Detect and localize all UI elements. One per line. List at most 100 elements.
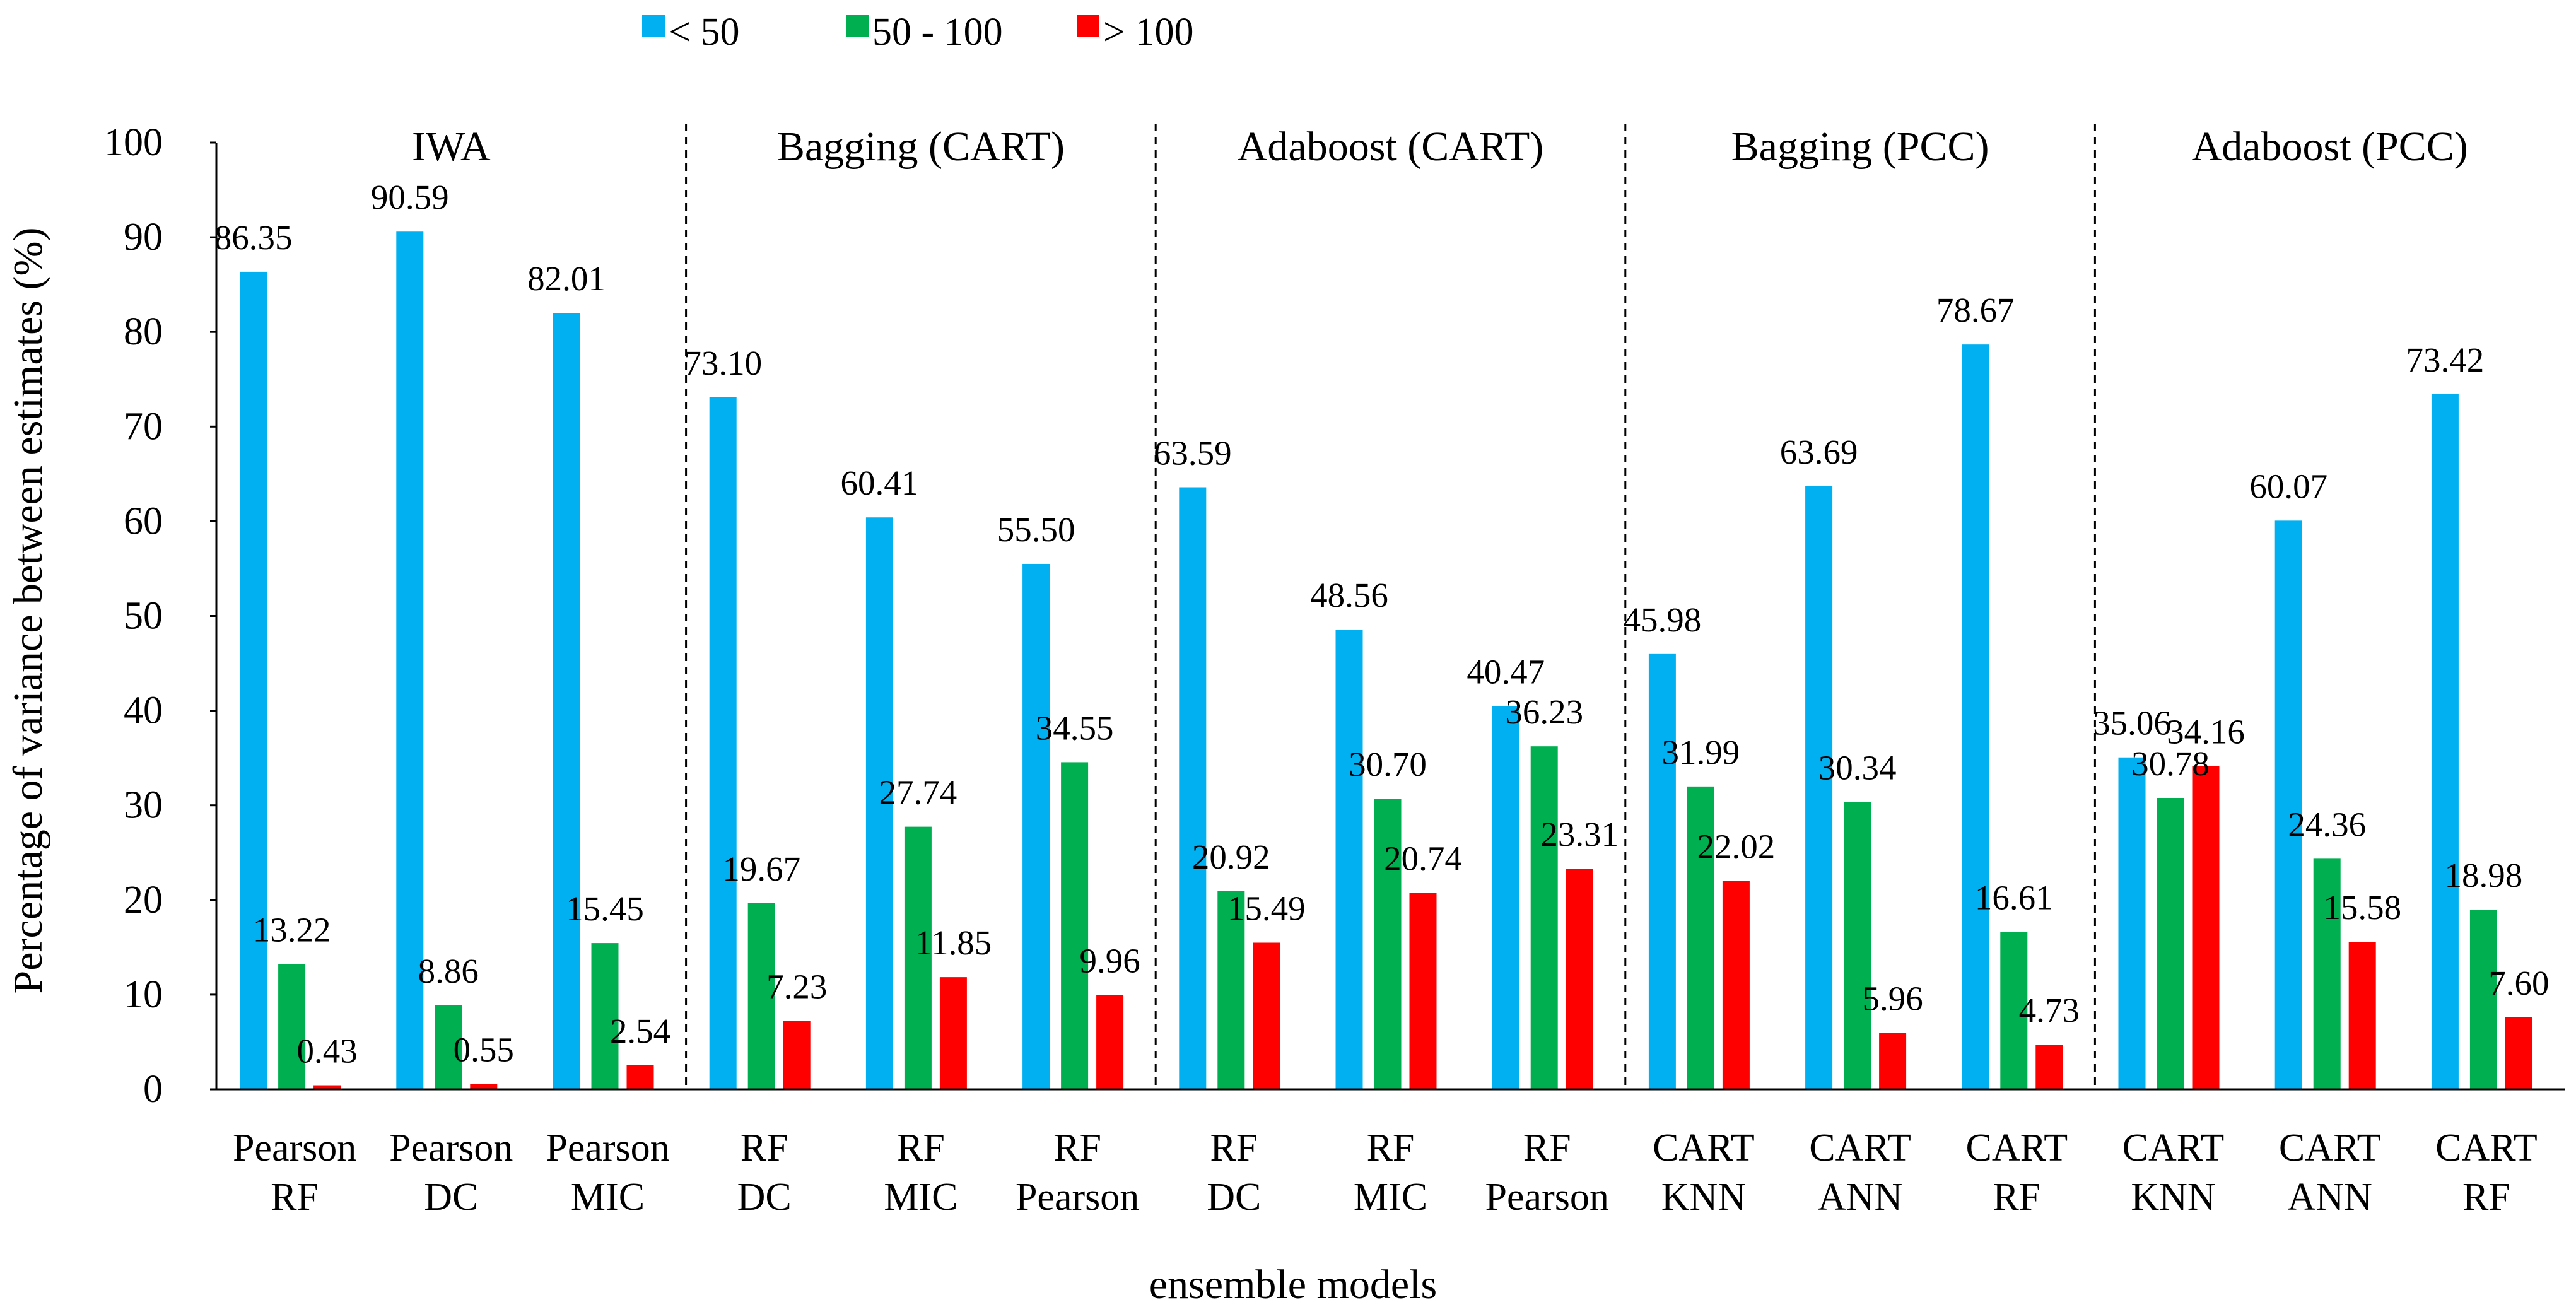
bar-3-6 xyxy=(1096,995,1124,1089)
bar-2-9 xyxy=(1530,746,1558,1089)
x-tick-label-5-2: MIC xyxy=(884,1176,957,1219)
x-tick-label-15-2: RF xyxy=(2462,1176,2510,1219)
x-tick-label-6-2: Pearson xyxy=(1016,1176,1139,1219)
x-tick-label-2-2: DC xyxy=(424,1176,478,1219)
legend-label-2: 50 - 100 xyxy=(872,11,1003,54)
bar-1-10 xyxy=(1648,653,1676,1089)
value-label-1-5: 60.41 xyxy=(841,464,919,502)
y-axis-title: Percentage of variance between estimates… xyxy=(5,228,51,994)
value-label-3-5: 11.85 xyxy=(915,923,992,962)
bar-2-5 xyxy=(904,826,932,1089)
value-label-3-1: 0.43 xyxy=(296,1032,357,1070)
value-label-1-9: 40.47 xyxy=(1467,653,1545,691)
bar-3-4 xyxy=(783,1021,811,1089)
value-labels: 86.35 13.22 0.43 90.59 8.86 0.55 82.01 15.45 2.5… xyxy=(214,178,2550,1070)
y-tick-label-90: 90 xyxy=(124,216,163,259)
bar-3-10 xyxy=(1722,881,1750,1089)
x-axis-title: ensemble models xyxy=(1149,1262,1437,1308)
x-tick-label-13-2: KNN xyxy=(2131,1176,2215,1219)
x-tick-label-14-1: CART xyxy=(2279,1127,2381,1169)
bar-3-2 xyxy=(470,1084,498,1089)
value-label-2-10: 31.99 xyxy=(1662,733,1740,771)
x-tick-label-11-1: CART xyxy=(1809,1127,1911,1169)
x-tick-label-8-1: RF xyxy=(1367,1127,1415,1169)
bar-1-8 xyxy=(1335,630,1363,1089)
value-label-2-12: 16.61 xyxy=(1975,879,2053,917)
value-label-1-11: 63.69 xyxy=(1780,433,1858,471)
bar-1-6 xyxy=(1022,563,1050,1089)
value-label-3-2: 0.55 xyxy=(454,1031,514,1069)
bar-2-13 xyxy=(2157,797,2184,1089)
bar-1-3 xyxy=(553,313,580,1089)
value-label-2-3: 15.45 xyxy=(566,889,644,928)
value-label-1-15: 73.42 xyxy=(2406,341,2485,379)
x-tick-label-13-1: CART xyxy=(2122,1127,2225,1169)
bar-3-12 xyxy=(2035,1045,2063,1089)
bar-2-14 xyxy=(2313,858,2341,1089)
x-tick-label-14-2: ANN xyxy=(2288,1176,2372,1219)
value-label-2-13: 30.78 xyxy=(2131,744,2210,783)
bar-2-15 xyxy=(2469,910,2497,1089)
value-label-2-15: 18.98 xyxy=(2445,856,2523,894)
value-label-3-13: 34.16 xyxy=(2167,712,2245,751)
value-label-2-14: 24.36 xyxy=(2288,805,2366,843)
bar-2-8 xyxy=(1374,799,1402,1089)
x-tick-labels: Pearson RF Pearson DC Pearson MIC RF DC RF MIC RF P… xyxy=(233,1127,2538,1219)
x-tick-label-4-2: DC xyxy=(737,1176,792,1219)
value-label-3-7: 15.49 xyxy=(1227,889,1306,927)
bar-2-1 xyxy=(278,964,306,1089)
bar-3-8 xyxy=(1409,893,1437,1089)
bar-1-5 xyxy=(865,517,893,1089)
x-tick-label-3-1: Pearson xyxy=(546,1127,669,1169)
bar-3-7 xyxy=(1253,942,1280,1089)
y-tick-label-20: 20 xyxy=(124,879,163,922)
x-tick-label-6-1: RF xyxy=(1053,1127,1101,1169)
y-tick-label-100: 100 xyxy=(104,121,163,164)
value-label-3-11: 5.96 xyxy=(1862,980,1923,1018)
y-tick-label-0: 0 xyxy=(143,1068,163,1111)
value-label-3-14: 15.58 xyxy=(2323,888,2401,927)
group-label-5: Adaboost (PCC) xyxy=(2192,124,2468,170)
value-label-1-3: 82.01 xyxy=(527,259,606,298)
x-tick-label-9-1: RF xyxy=(1523,1127,1571,1169)
bar-3-1 xyxy=(313,1085,341,1089)
bar-1-1 xyxy=(240,271,267,1090)
value-label-1-2: 90.59 xyxy=(371,178,449,216)
value-label-1-8: 48.56 xyxy=(1310,576,1388,614)
x-tick-label-7-1: RF xyxy=(1210,1127,1258,1169)
y-tick-label-30: 30 xyxy=(124,784,163,827)
x-tick-label-2-1: Pearson xyxy=(389,1127,513,1169)
value-label-3-10: 22.02 xyxy=(1697,827,1776,865)
value-label-2-6: 34.55 xyxy=(1036,708,1114,747)
bar-2-10 xyxy=(1687,786,1714,1089)
x-tick-label-9-2: Pearson xyxy=(1485,1176,1609,1219)
bar-2-12 xyxy=(2000,932,2028,1089)
value-label-2-1: 13.22 xyxy=(253,911,331,949)
bar-2-6 xyxy=(1061,762,1089,1089)
value-label-2-8: 30.70 xyxy=(1349,745,1427,783)
x-tick-label-11-2: ANN xyxy=(1818,1176,1902,1219)
value-label-2-11: 30.34 xyxy=(1818,749,1897,787)
bar-1-7 xyxy=(1179,487,1207,1089)
bar-1-13 xyxy=(2118,757,2146,1089)
y-tick-label-70: 70 xyxy=(124,405,163,448)
value-label-2-2: 8.86 xyxy=(418,952,479,990)
bar-3-15 xyxy=(2505,1017,2532,1089)
y-tick-label-60: 60 xyxy=(124,500,163,542)
legend-swatch-2 xyxy=(846,15,869,37)
value-label-1-10: 45.98 xyxy=(1624,600,1702,639)
value-label-3-4: 7.23 xyxy=(766,967,827,1005)
x-tick-label-5-1: RF xyxy=(897,1127,945,1169)
group-label-4: Bagging (PCC) xyxy=(1731,124,1989,170)
y-tick-labels: 0 10 20 30 40 50 60 70 80 90 100 xyxy=(104,121,163,1111)
x-tick-label-4-1: RF xyxy=(741,1127,788,1169)
value-label-3-6: 9.96 xyxy=(1079,942,1140,980)
legend: < 50 50 - 100 > 100 xyxy=(642,11,1193,54)
x-tick-label-3-2: MIC xyxy=(571,1176,645,1219)
value-label-2-7: 20.92 xyxy=(1192,838,1270,876)
x-tick-label-7-2: DC xyxy=(1207,1176,1261,1219)
bar-1-12 xyxy=(1962,344,1989,1089)
value-label-1-4: 73.10 xyxy=(684,344,762,382)
bars xyxy=(240,231,2532,1090)
